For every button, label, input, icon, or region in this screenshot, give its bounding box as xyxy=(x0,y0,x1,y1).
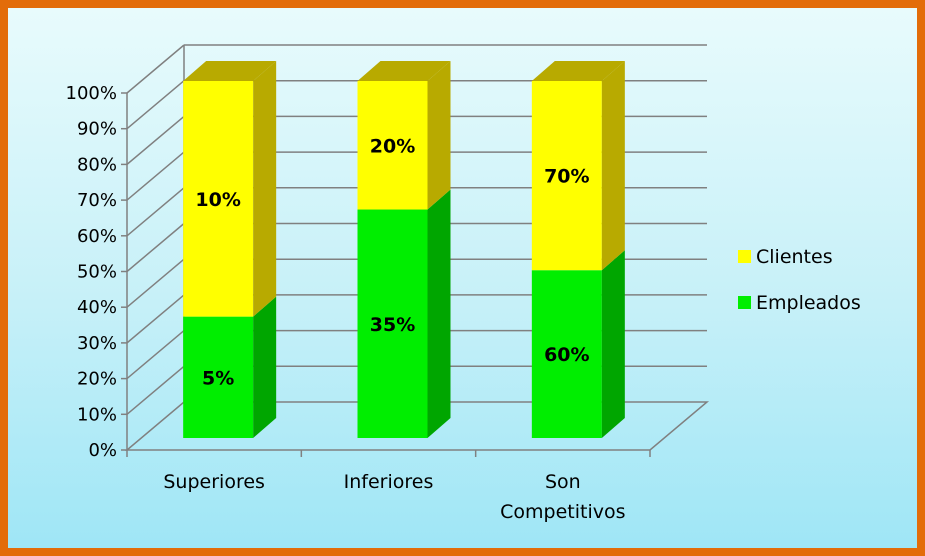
y-tick-label: 0% xyxy=(88,440,117,461)
bar-side-clientes xyxy=(427,61,451,210)
gridline-side xyxy=(126,115,185,165)
bar-top-clientes xyxy=(357,61,451,81)
data-label: 10% xyxy=(195,189,240,211)
y-tick-label: 10% xyxy=(77,404,117,425)
bar-top-clientes xyxy=(183,61,277,81)
x-category-label: Superiores xyxy=(163,471,265,493)
y-tick-label: 50% xyxy=(77,262,117,283)
legend-swatch-clientes xyxy=(738,250,751,263)
gridline-side xyxy=(126,294,185,344)
data-label: 70% xyxy=(544,166,589,188)
bar-side-clientes xyxy=(253,61,277,317)
data-label: 20% xyxy=(370,135,415,157)
bar-segment-empleados xyxy=(531,270,602,438)
y-tick-label: 40% xyxy=(77,297,117,318)
bar-segment-clientes xyxy=(357,81,428,210)
gridline-side xyxy=(126,44,185,94)
y-tick-label: 60% xyxy=(77,226,117,247)
gridline-side xyxy=(126,365,185,415)
legend-label-empleados: Empleados xyxy=(756,292,861,314)
data-label: 60% xyxy=(544,344,589,366)
data-label: 5% xyxy=(202,367,234,389)
x-category-label: Son xyxy=(545,471,581,493)
bar-side-empleados xyxy=(253,296,277,438)
gridline-side xyxy=(126,151,185,201)
legend-label-clientes: Clientes xyxy=(756,246,833,268)
bar-side-empleados xyxy=(601,250,625,438)
data-label: 35% xyxy=(370,314,415,336)
bar-side-clientes xyxy=(601,61,625,271)
bar-segment-clientes xyxy=(183,81,254,317)
y-tick-label: 70% xyxy=(77,190,117,211)
y-tick-label: 100% xyxy=(66,83,117,104)
y-tick-label: 80% xyxy=(77,154,117,175)
bar-segment-clientes xyxy=(531,81,602,271)
gridline-side xyxy=(126,222,185,273)
gridline-side xyxy=(126,330,185,380)
bar-top-clientes xyxy=(531,61,625,81)
gridline-side xyxy=(126,187,185,237)
bar-segment-empleados xyxy=(357,209,428,438)
y-tick-label: 20% xyxy=(77,369,117,390)
x-category-label: Competitivos xyxy=(500,501,625,523)
y-tick-label: 90% xyxy=(77,119,117,140)
gridline-side xyxy=(126,80,185,130)
bar-segment-empleados xyxy=(183,316,254,438)
legend-swatch-empleados xyxy=(738,296,751,309)
y-tick-label: 30% xyxy=(77,333,117,354)
gridline-side xyxy=(126,258,185,308)
bar-side-empleados xyxy=(427,189,451,438)
x-category-label: Inferiores xyxy=(344,471,434,493)
